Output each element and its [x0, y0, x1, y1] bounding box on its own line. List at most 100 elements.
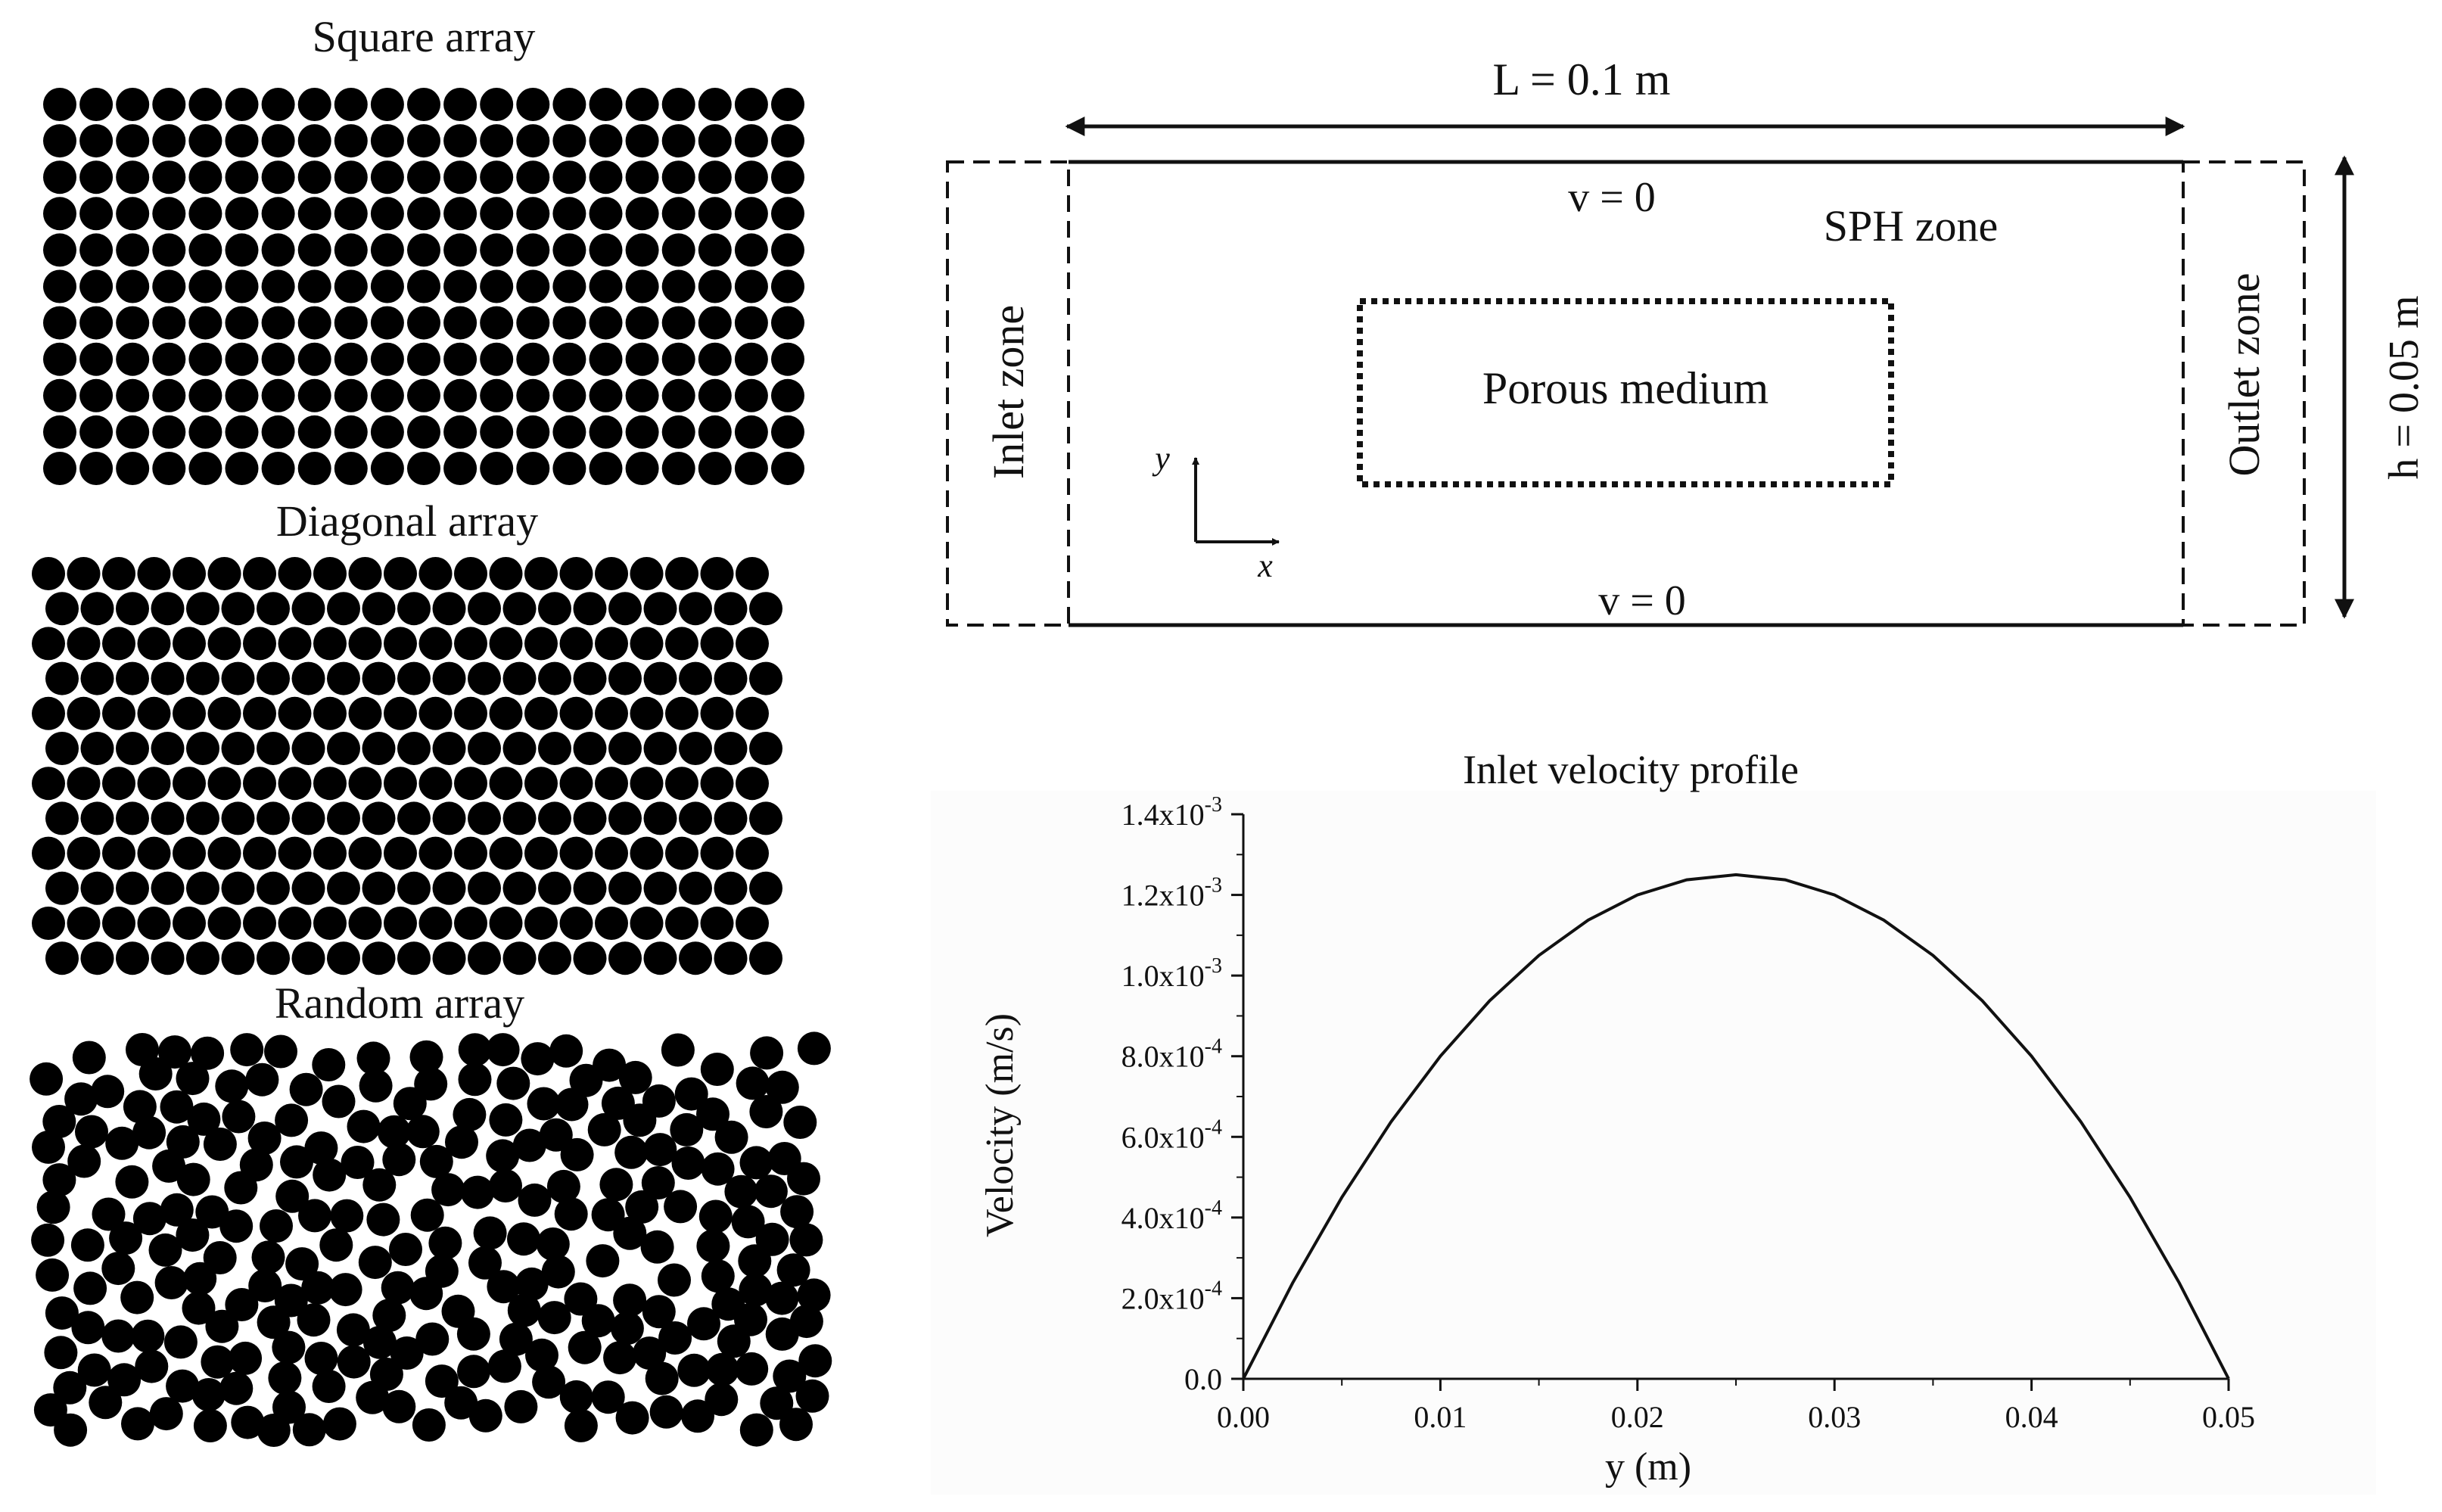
square-particle: [589, 233, 623, 267]
square-particle: [443, 233, 478, 267]
diagonal-particle: [348, 907, 382, 940]
diagonal-particle: [700, 836, 734, 870]
random-particle: [587, 1112, 621, 1146]
diagonal-particle: [207, 836, 241, 870]
diagonal-particle: [243, 767, 276, 801]
y-tick-label: 0.0: [1184, 1362, 1222, 1396]
diagonal-particle: [700, 907, 734, 940]
diagonal-particle: [278, 627, 312, 661]
diagonal-particle: [524, 767, 558, 801]
diagonal-particle: [348, 627, 382, 661]
diagonal-particle: [502, 732, 537, 765]
random-particle: [714, 1120, 748, 1154]
square-particle: [516, 88, 550, 121]
diagonal-particle: [489, 907, 523, 940]
random-particle: [613, 1216, 647, 1250]
random-particle: [222, 1100, 256, 1134]
square-particle: [407, 269, 440, 303]
x-tick-label: 0.02: [1611, 1400, 1664, 1434]
square-particle: [188, 452, 222, 485]
diagonal-particle: [397, 661, 431, 695]
square-particle: [698, 306, 732, 340]
square-particle: [443, 378, 478, 412]
square-particle: [734, 197, 768, 231]
diagonal-particle: [348, 557, 382, 590]
square-particle: [261, 415, 295, 449]
square-particle: [443, 160, 478, 194]
random-particle: [377, 1115, 411, 1149]
square-particle: [407, 378, 440, 412]
square-particle: [698, 233, 732, 267]
square-particle: [407, 306, 440, 340]
square-particle: [698, 452, 732, 485]
y-tick-label: 4.0x10-4: [1121, 1196, 1222, 1235]
diagonal-particle: [173, 696, 206, 730]
square-particle: [589, 124, 623, 158]
square-particle: [625, 269, 659, 303]
random-particle: [166, 1125, 200, 1159]
diagonal-particle: [327, 941, 360, 975]
diagonal-array-title: Diagonal array: [276, 496, 538, 546]
square-particle: [261, 306, 295, 340]
square-particle: [79, 306, 114, 340]
square-particle: [443, 342, 478, 376]
diagonal-particle: [151, 732, 185, 765]
random-particle: [328, 1273, 362, 1307]
diagonal-particle: [643, 592, 677, 626]
square-particle: [516, 378, 550, 412]
random-particle: [581, 1304, 615, 1338]
chart-background: [931, 791, 2376, 1495]
random-particle: [101, 1252, 135, 1286]
random-particle: [599, 1168, 633, 1202]
random-particle: [615, 1401, 649, 1435]
square-particle: [370, 452, 404, 485]
square-particle: [261, 342, 295, 376]
random-particle: [412, 1408, 446, 1442]
diagonal-particle: [630, 907, 664, 940]
random-particle: [613, 1283, 647, 1318]
random-particle: [649, 1395, 683, 1429]
square-particle: [443, 269, 478, 303]
diagonal-particle: [524, 836, 558, 870]
random-particle: [381, 1271, 415, 1305]
square-particle: [225, 342, 259, 376]
random-particle: [132, 1115, 166, 1150]
square-particle: [661, 197, 695, 231]
diagonal-particle: [137, 767, 171, 801]
random-particle: [109, 1221, 143, 1255]
random-particle: [734, 1302, 767, 1336]
diagonal-particle: [207, 696, 241, 730]
diagonal-particle: [221, 732, 255, 765]
random-particle: [789, 1223, 823, 1257]
random-particle: [322, 1407, 356, 1441]
random-particle: [696, 1097, 729, 1131]
random-particle: [700, 1053, 734, 1086]
diagonal-particle: [362, 871, 396, 905]
square-particle: [370, 415, 404, 449]
random-particle: [773, 1359, 807, 1393]
random-particle: [32, 1130, 65, 1164]
random-particle: [724, 1174, 758, 1209]
diagonal-particle: [221, 661, 255, 695]
random-particle: [363, 1325, 397, 1359]
diagonal-particle: [595, 627, 628, 661]
diagonal-particle: [102, 696, 135, 730]
diagonal-particle: [665, 836, 698, 870]
diagonal-particle: [643, 661, 677, 695]
diagonal-particle: [573, 732, 607, 765]
square-particle: [225, 378, 259, 412]
square-particle: [225, 452, 259, 485]
diagonal-particle: [700, 627, 734, 661]
random-particle: [525, 1338, 558, 1372]
square-particle: [79, 160, 114, 194]
square-particle: [407, 415, 440, 449]
diagonal-particle: [291, 592, 325, 626]
diagonal-particle: [630, 767, 664, 801]
diagonal-particle: [418, 557, 453, 590]
random-particle: [187, 1102, 221, 1136]
square-particle: [589, 306, 623, 340]
diagonal-particle: [736, 557, 769, 590]
diagonal-particle: [679, 801, 712, 835]
diagonal-particle: [559, 627, 593, 661]
random-particle: [304, 1131, 338, 1165]
